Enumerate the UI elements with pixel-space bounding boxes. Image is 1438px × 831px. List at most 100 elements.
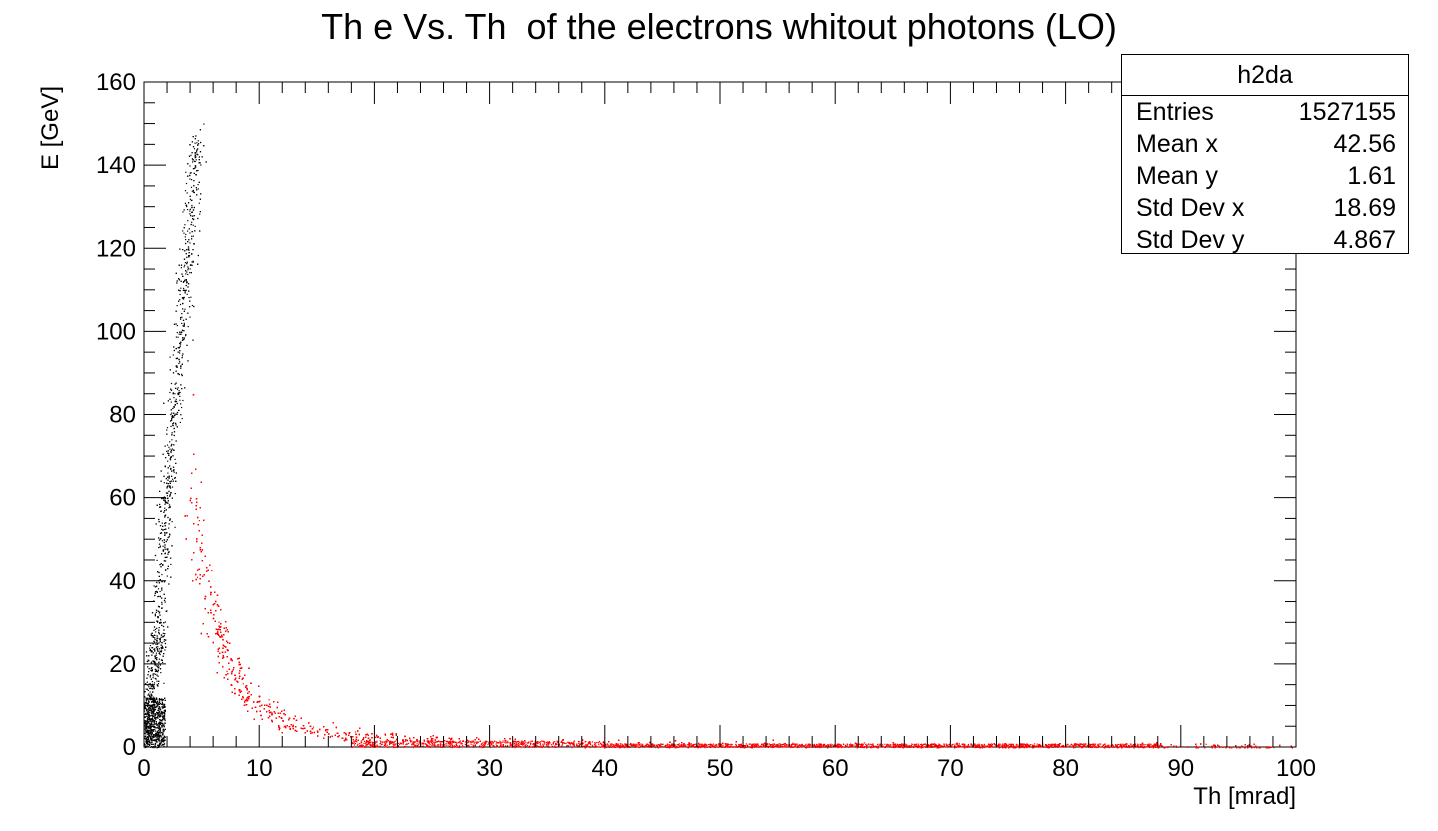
data-point <box>187 273 189 276</box>
data-point <box>169 465 171 467</box>
data-point <box>193 148 196 150</box>
data-point <box>181 406 183 409</box>
data-point <box>150 685 152 687</box>
data-point <box>182 249 184 251</box>
data-point <box>193 185 195 187</box>
data-point <box>174 493 176 495</box>
data-point <box>182 337 184 339</box>
data-point <box>152 700 154 702</box>
data-point <box>187 209 189 211</box>
data-point <box>144 732 146 734</box>
data-point <box>183 324 185 326</box>
data-point <box>166 548 168 550</box>
data-point <box>187 175 189 177</box>
data-point <box>164 514 167 516</box>
data-point <box>155 735 157 737</box>
data-point <box>175 336 177 338</box>
data-point <box>176 325 178 327</box>
data-point <box>155 523 157 525</box>
data-point <box>150 726 153 728</box>
data-point <box>152 719 154 721</box>
data-point <box>161 744 163 746</box>
data-point <box>195 159 197 161</box>
data-point <box>152 711 154 713</box>
data-point <box>167 400 169 402</box>
data-point <box>154 628 157 630</box>
data-point <box>154 734 156 736</box>
data-point <box>157 683 160 685</box>
data-point <box>199 213 201 215</box>
data-point <box>168 527 170 529</box>
data-point <box>164 531 166 534</box>
data-point <box>171 434 173 436</box>
data-point <box>153 585 155 587</box>
data-point <box>192 261 194 263</box>
data-point <box>179 331 181 333</box>
data-point <box>151 722 153 724</box>
data-point <box>159 506 162 508</box>
data-point <box>172 470 175 472</box>
data-point <box>167 568 169 570</box>
data-point <box>156 735 158 737</box>
data-point <box>169 506 171 508</box>
data-point <box>1205 743 1207 745</box>
data-point <box>188 290 190 292</box>
data-point <box>160 622 162 624</box>
data-point <box>147 730 149 732</box>
data-point <box>159 614 161 616</box>
data-point <box>159 699 161 701</box>
data-point <box>153 600 155 602</box>
data-point <box>192 136 194 138</box>
data-point <box>170 456 172 458</box>
data-point <box>157 610 159 612</box>
data-point <box>157 669 159 671</box>
data-point <box>167 502 169 504</box>
data-point <box>152 716 154 718</box>
data-point <box>168 477 170 479</box>
data-point <box>182 325 184 327</box>
data-point <box>157 637 159 639</box>
data-point <box>145 699 147 701</box>
data-point <box>176 388 179 390</box>
data-point <box>158 571 160 574</box>
data-point <box>156 703 158 705</box>
data-point <box>164 503 166 505</box>
data-point <box>170 382 173 385</box>
data-point <box>170 401 172 403</box>
data-point <box>192 235 194 237</box>
data-point <box>161 726 163 728</box>
data-point <box>156 706 158 708</box>
data-point <box>163 402 165 404</box>
data-point <box>1241 745 1243 747</box>
data-point <box>168 504 171 506</box>
data-point <box>158 715 160 717</box>
data-point <box>152 675 154 677</box>
data-point <box>163 640 165 642</box>
data-point <box>153 626 156 628</box>
data-point <box>147 745 149 747</box>
data-point <box>191 152 193 154</box>
data-point <box>185 273 187 275</box>
data-point <box>160 725 163 727</box>
data-point <box>164 507 166 509</box>
data-point <box>151 688 154 690</box>
data-point <box>169 506 171 508</box>
data-point <box>156 585 158 587</box>
data-point <box>150 738 152 741</box>
data-point <box>159 564 161 566</box>
data-point <box>167 492 169 494</box>
data-point <box>197 140 199 142</box>
data-point <box>156 640 158 642</box>
data-point <box>180 333 182 335</box>
data-point <box>154 641 156 643</box>
data-point <box>149 729 151 731</box>
data-point <box>157 620 159 622</box>
data-point <box>158 727 160 730</box>
data-point <box>151 709 153 711</box>
data-point <box>156 620 158 622</box>
data-point <box>187 241 189 243</box>
data-point <box>178 392 180 394</box>
data-point <box>144 724 146 726</box>
data-point <box>154 739 156 741</box>
data-point <box>194 160 196 163</box>
